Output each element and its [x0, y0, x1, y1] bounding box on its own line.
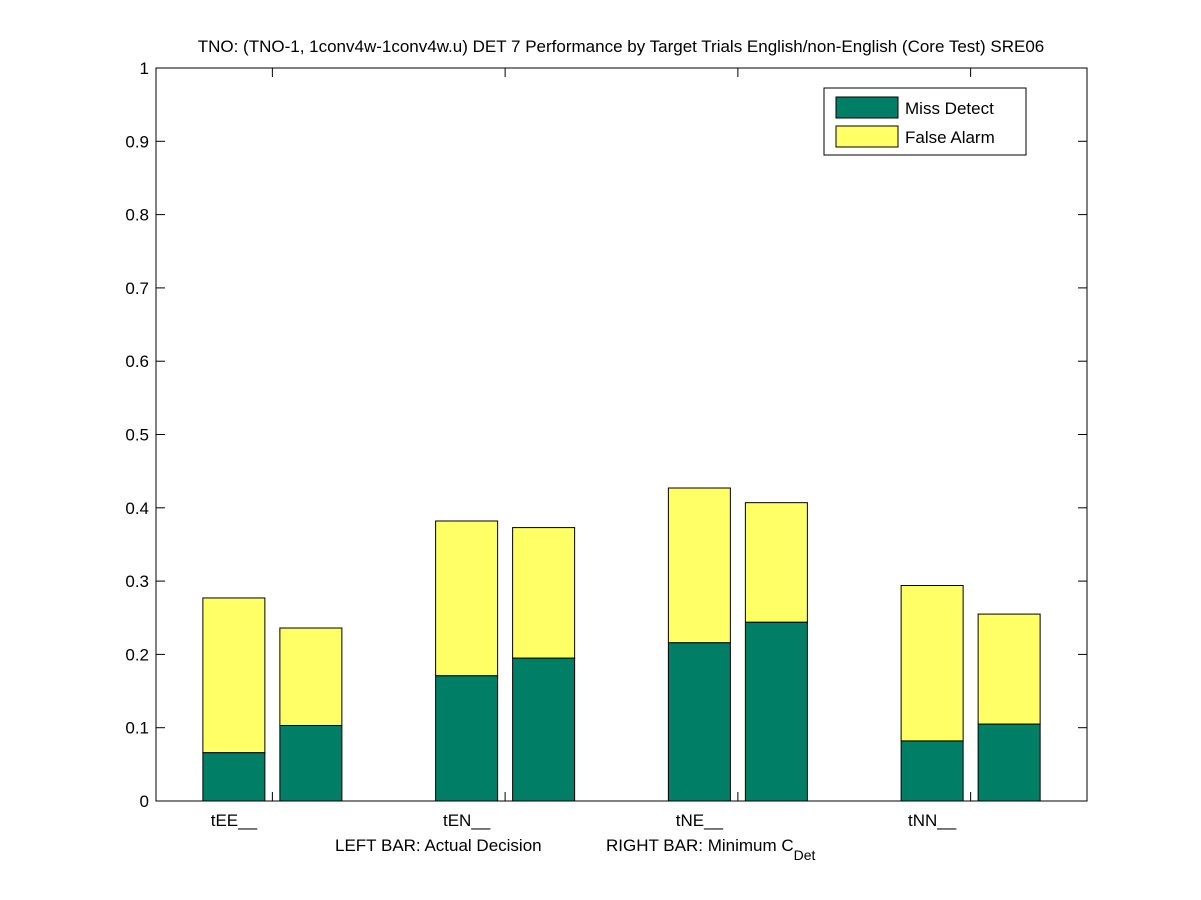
- bar-false-alarm-tne-minimum: [744, 502, 808, 623]
- y-tick-label: 0.8: [125, 206, 149, 225]
- bar-miss-detect-ten-minimum: [512, 657, 576, 802]
- y-tick-label: 0.3: [125, 572, 149, 591]
- y-tick-label: 0.7: [125, 279, 149, 298]
- legend-swatch-false-alarm: [835, 125, 899, 148]
- y-tick-label: 0.9: [125, 132, 149, 151]
- bar-miss-detect-tne-minimum: [744, 621, 808, 802]
- bar-false-alarm-tne-actual: [667, 487, 731, 644]
- y-tick-label: 0.6: [125, 352, 149, 371]
- x-label-left-bar: LEFT BAR: Actual Decision: [335, 836, 542, 855]
- y-tick-label: 0.4: [125, 499, 149, 518]
- legend-label-miss-detect: Miss Detect: [905, 99, 994, 118]
- y-tick-label: 0.1: [125, 719, 149, 738]
- legend-label-false-alarm: False Alarm: [905, 128, 995, 147]
- bar-false-alarm-tee-minimum: [279, 627, 343, 727]
- bar-miss-detect-tnn-minimum: [977, 723, 1041, 802]
- x-tick-labels: tEE__ tEN__ tNE__ tNN__: [211, 811, 957, 830]
- bar-false-alarm-ten-actual: [435, 520, 499, 677]
- bar-miss-detect-tnn-actual: [900, 740, 964, 802]
- bar-false-alarm-tnn-actual: [900, 584, 964, 742]
- y-tick-label: 0.5: [125, 426, 149, 445]
- bar-false-alarm-ten-minimum: [512, 527, 576, 659]
- bar-miss-detect-tee-actual: [202, 752, 266, 802]
- x-tick-label-tne: tNE__: [676, 811, 724, 830]
- plot-frame: [155, 67, 1088, 802]
- ticks-layer: 0 0.1 0.2 0.3 0.4 0.5 0.6 0.7 0.8 0.9 1: [125, 59, 1087, 811]
- x-label-right-subscript: Det: [794, 847, 816, 863]
- y-tick-label: 0.2: [125, 645, 149, 664]
- x-tick-label-ten: tEN__: [443, 811, 491, 830]
- bar-miss-detect-tee-minimum: [279, 725, 343, 802]
- bar-false-alarm-tee-actual: [202, 597, 266, 754]
- x-label-right-bar: RIGHT BAR: Minimum CDet: [606, 836, 816, 863]
- legend-swatch-miss-detect: [835, 96, 899, 119]
- legend: Miss Detect False Alarm: [823, 87, 1027, 156]
- y-tick-label: 0: [140, 792, 149, 811]
- x-tick-label-tee: tEE__: [211, 811, 258, 830]
- x-label-right-main: RIGHT BAR: Minimum C: [606, 836, 794, 855]
- y-tick-label: 1: [140, 59, 149, 78]
- x-tick-label-tnn: tNN__: [908, 811, 957, 830]
- chart-title: TNO: (TNO-1, 1conv4w-1conv4w.u) DET 7 Pe…: [198, 37, 1045, 56]
- bar-miss-detect-ten-actual: [435, 675, 499, 802]
- bar-false-alarm-tnn-minimum: [977, 613, 1041, 725]
- bars-layer: [202, 487, 1041, 802]
- bar-miss-detect-tne-actual: [667, 642, 731, 802]
